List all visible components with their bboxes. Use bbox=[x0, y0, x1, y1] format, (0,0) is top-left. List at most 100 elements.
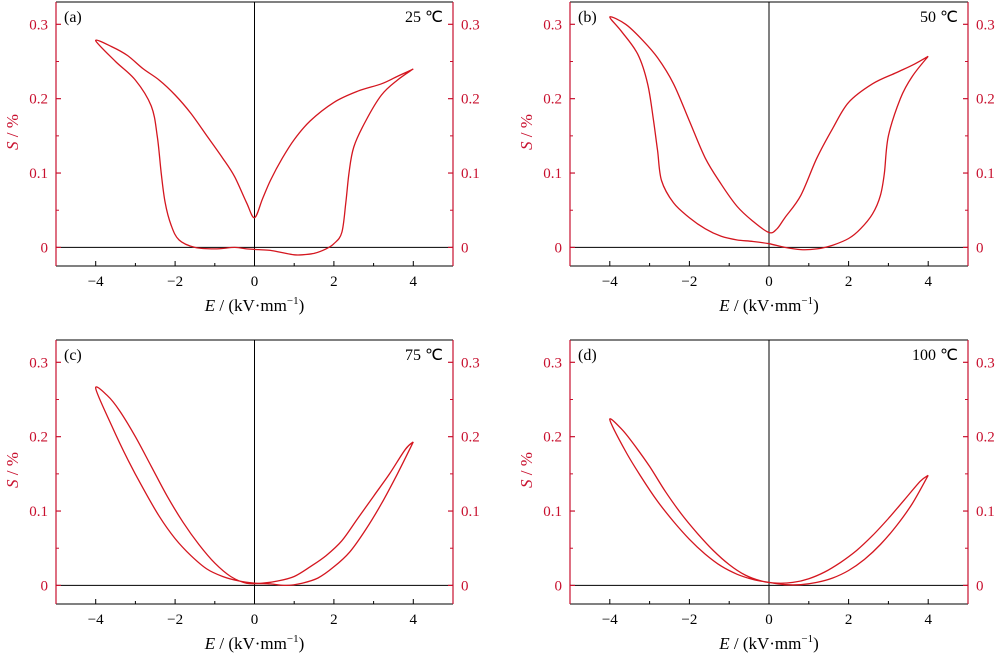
x-axis-unit: / (kV·mm bbox=[730, 634, 802, 653]
x-tick-label: 4 bbox=[410, 612, 418, 628]
y-tick-label-right: 0.2 bbox=[461, 430, 480, 446]
panel-label: (a) bbox=[64, 9, 82, 26]
x-tick-label: 2 bbox=[330, 612, 338, 628]
x-tick-label: −4 bbox=[88, 274, 104, 290]
y-axis-unit: / % bbox=[517, 452, 536, 479]
x-axis-title: E / (kV·mm−1) bbox=[204, 633, 305, 653]
y-tick-label-left: 0.3 bbox=[29, 355, 48, 371]
x-axis-exp: −1 bbox=[801, 633, 813, 645]
y-tick-label-right: 0.1 bbox=[461, 166, 480, 182]
x-axis-var: E bbox=[204, 296, 216, 315]
y-tick-label-right: 0.1 bbox=[976, 166, 995, 182]
x-axis-close: ) bbox=[299, 634, 305, 653]
x-axis-close: ) bbox=[299, 296, 305, 315]
x-tick-label: 4 bbox=[924, 612, 932, 628]
x-tick-label: 4 bbox=[924, 274, 932, 290]
x-axis-unit: / (kV·mm bbox=[215, 634, 287, 653]
x-axis-unit: / (kV·mm bbox=[215, 296, 287, 315]
x-axis-exp: −1 bbox=[801, 295, 813, 307]
panel-label: (d) bbox=[578, 347, 597, 364]
temperature-label: 50 ℃ bbox=[920, 9, 958, 26]
temperature-label: 25 ℃ bbox=[405, 9, 443, 26]
y-tick-label-left: 0.3 bbox=[543, 17, 562, 33]
y-axis-title: S / % bbox=[3, 452, 22, 488]
y-axis-var: S bbox=[3, 479, 22, 488]
y-tick-label-right: 0.1 bbox=[976, 504, 995, 520]
y-axis-title: S / % bbox=[517, 452, 536, 488]
y-tick-label-left: 0 bbox=[41, 240, 49, 256]
x-tick-label: −4 bbox=[602, 612, 618, 628]
temperature-label: 75 ℃ bbox=[405, 347, 443, 364]
x-axis-var: E bbox=[204, 634, 216, 653]
x-axis-unit: / (kV·mm bbox=[730, 296, 802, 315]
x-axis-exp: −1 bbox=[287, 295, 299, 307]
y-tick-label-left: 0.1 bbox=[543, 504, 562, 520]
y-tick-label-left: 0 bbox=[555, 240, 563, 256]
x-tick-label: −2 bbox=[167, 612, 183, 628]
y-tick-label-right: 0 bbox=[976, 578, 984, 594]
x-tick-label: 0 bbox=[251, 612, 259, 628]
y-tick-label-left: 0.1 bbox=[29, 504, 48, 520]
x-tick-label: 0 bbox=[765, 274, 773, 290]
y-tick-label-left: 0.2 bbox=[29, 92, 48, 108]
x-tick-label: 2 bbox=[845, 612, 853, 628]
y-tick-label-left: 0.3 bbox=[543, 355, 562, 371]
panel-d: −4 −2 0 2 4 0 0 0.1 0.1 0.2 0.2 0.3 0.3 (d) 100 ℃ E / (… bbox=[517, 339, 995, 653]
panel-label: (c) bbox=[64, 347, 82, 364]
strain-curve bbox=[95, 386, 414, 587]
x-tick-label: −2 bbox=[681, 612, 697, 628]
strain-curve bbox=[609, 16, 929, 251]
y-tick-label-right: 0.2 bbox=[461, 92, 480, 108]
x-tick-label: 2 bbox=[845, 274, 853, 290]
x-tick-label: 0 bbox=[251, 274, 259, 290]
temperature-label: 100 ℃ bbox=[912, 347, 958, 364]
y-tick-label-left: 0 bbox=[41, 578, 49, 594]
y-axis-unit: / % bbox=[517, 114, 536, 141]
x-axis-var: E bbox=[718, 296, 730, 315]
y-tick-label-left: 0.2 bbox=[543, 92, 562, 108]
x-tick-label: −4 bbox=[88, 612, 104, 628]
x-axis-exp: −1 bbox=[287, 633, 299, 645]
y-tick-label-right: 0.1 bbox=[461, 504, 480, 520]
x-axis-close: ) bbox=[813, 634, 819, 653]
y-tick-label-right: 0 bbox=[461, 578, 469, 594]
y-tick-label-right: 0.2 bbox=[976, 92, 995, 108]
x-axis-close: ) bbox=[813, 296, 819, 315]
panel-b: −4 −2 0 2 4 0 0 0.1 0.1 0.2 0.2 0.3 0.3 (b) 50 ℃ E / (k… bbox=[517, 1, 995, 315]
y-axis-title: S / % bbox=[517, 114, 536, 150]
x-tick-label: −2 bbox=[167, 274, 183, 290]
x-axis-var: E bbox=[718, 634, 730, 653]
y-tick-label-right: 0.3 bbox=[976, 17, 995, 33]
x-axis-title: E / (kV·mm−1) bbox=[204, 295, 305, 315]
y-axis-var: S bbox=[3, 141, 22, 150]
y-axis-unit: / % bbox=[3, 452, 22, 479]
strain-curve bbox=[95, 39, 414, 256]
x-axis-title: E / (kV·mm−1) bbox=[718, 633, 819, 653]
x-tick-label: 2 bbox=[330, 274, 338, 290]
y-tick-label-right: 0.3 bbox=[976, 355, 995, 371]
y-axis-var: S bbox=[517, 479, 536, 488]
y-tick-label-right: 0 bbox=[461, 240, 469, 256]
x-tick-label: −4 bbox=[602, 274, 618, 290]
y-tick-label-left: 0.1 bbox=[29, 166, 48, 182]
y-tick-label-left: 0.2 bbox=[543, 430, 562, 446]
y-tick-label-right: 0.3 bbox=[461, 355, 480, 371]
y-tick-label-right: 0.3 bbox=[461, 17, 480, 33]
y-tick-label-right: 0.2 bbox=[976, 430, 995, 446]
x-tick-label: −2 bbox=[681, 274, 697, 290]
x-tick-label: 0 bbox=[765, 612, 773, 628]
y-tick-label-left: 0.1 bbox=[543, 166, 562, 182]
panel-c: −4 −2 0 2 4 0 0 0.1 0.1 0.2 0.2 0.3 0.3 (c) 75 ℃ E / (k… bbox=[3, 339, 480, 653]
panel-label: (b) bbox=[578, 9, 597, 26]
y-tick-label-right: 0 bbox=[976, 240, 984, 256]
y-axis-title: S / % bbox=[3, 114, 22, 150]
y-axis-unit: / % bbox=[3, 114, 22, 141]
x-axis-title: E / (kV·mm−1) bbox=[718, 295, 819, 315]
x-tick-label: 4 bbox=[410, 274, 418, 290]
strain-curve bbox=[609, 418, 929, 586]
y-tick-label-left: 0 bbox=[555, 578, 563, 594]
y-axis-var: S bbox=[517, 141, 536, 150]
y-tick-label-left: 0.3 bbox=[29, 17, 48, 33]
panel-a: −4 −2 0 2 4 0 0 0.1 0.1 0.2 0.2 0.3 0.3 (a) 25 ℃ E / (k… bbox=[3, 1, 480, 315]
